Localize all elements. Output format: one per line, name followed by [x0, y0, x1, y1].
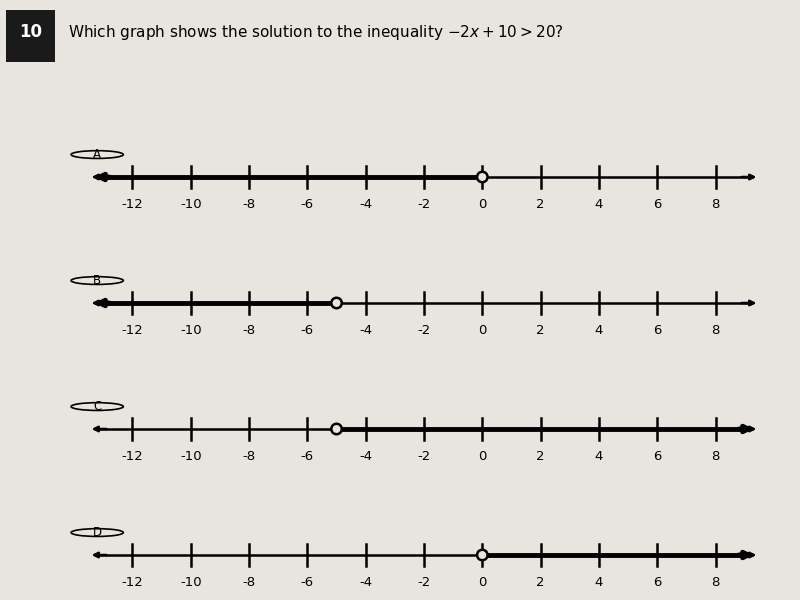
Text: -4: -4	[359, 451, 372, 463]
Text: -10: -10	[180, 199, 202, 211]
Text: 8: 8	[711, 199, 720, 211]
Text: 8: 8	[711, 577, 720, 589]
Text: D: D	[93, 526, 102, 539]
Text: -4: -4	[359, 325, 372, 337]
Text: -2: -2	[418, 451, 430, 463]
Text: -6: -6	[301, 577, 314, 589]
Text: -6: -6	[301, 325, 314, 337]
Text: 4: 4	[594, 199, 603, 211]
Text: -10: -10	[180, 451, 202, 463]
Text: 2: 2	[536, 577, 545, 589]
Text: 0: 0	[478, 199, 486, 211]
Ellipse shape	[331, 424, 342, 434]
Text: -2: -2	[418, 577, 430, 589]
Circle shape	[71, 403, 123, 410]
Ellipse shape	[331, 298, 342, 308]
Text: -6: -6	[301, 199, 314, 211]
Ellipse shape	[477, 550, 487, 560]
Text: C: C	[93, 400, 102, 413]
Text: 4: 4	[594, 451, 603, 463]
Text: 0: 0	[478, 577, 486, 589]
Text: -8: -8	[242, 325, 256, 337]
Text: 8: 8	[711, 325, 720, 337]
Text: 2: 2	[536, 325, 545, 337]
Text: 4: 4	[594, 325, 603, 337]
Text: 2: 2	[536, 199, 545, 211]
Text: -12: -12	[122, 325, 143, 337]
Circle shape	[71, 529, 123, 536]
Text: -4: -4	[359, 199, 372, 211]
Text: 4: 4	[594, 577, 603, 589]
Ellipse shape	[477, 172, 487, 182]
FancyBboxPatch shape	[6, 10, 55, 62]
Text: -10: -10	[180, 577, 202, 589]
Text: -4: -4	[359, 577, 372, 589]
Text: -8: -8	[242, 199, 256, 211]
Text: -2: -2	[418, 325, 430, 337]
Text: -12: -12	[122, 451, 143, 463]
Text: 2: 2	[536, 451, 545, 463]
Text: 6: 6	[653, 577, 662, 589]
Text: A: A	[93, 148, 101, 161]
Text: -10: -10	[180, 325, 202, 337]
Text: 6: 6	[653, 451, 662, 463]
Text: Which graph shows the solution to the inequality $-2x + 10 > 20$?: Which graph shows the solution to the in…	[68, 23, 564, 42]
Text: 10: 10	[19, 23, 42, 41]
Text: -2: -2	[418, 199, 430, 211]
Text: -6: -6	[301, 451, 314, 463]
Text: 0: 0	[478, 451, 486, 463]
Circle shape	[71, 151, 123, 158]
Text: -8: -8	[242, 451, 256, 463]
Text: 8: 8	[711, 451, 720, 463]
Text: 0: 0	[478, 325, 486, 337]
Text: 6: 6	[653, 325, 662, 337]
Text: B: B	[93, 274, 102, 287]
Text: -12: -12	[122, 577, 143, 589]
Text: -8: -8	[242, 577, 256, 589]
Text: -12: -12	[122, 199, 143, 211]
Circle shape	[71, 277, 123, 284]
Text: 6: 6	[653, 199, 662, 211]
